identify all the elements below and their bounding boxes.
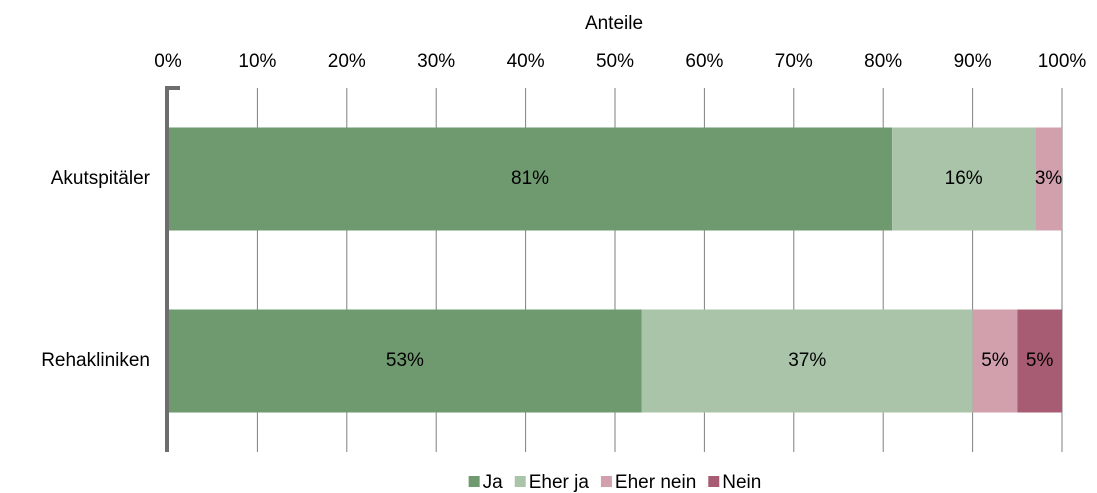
x-tick-label: 50% — [596, 51, 634, 72]
bar-segment — [972, 309, 1018, 413]
x-tick-label: 30% — [417, 51, 455, 72]
data-label: 81% — [511, 168, 549, 189]
x-tick-label: 90% — [954, 51, 992, 72]
data-label: 37% — [788, 350, 826, 371]
data-label: 5% — [981, 350, 1009, 371]
legend-swatch — [600, 476, 612, 487]
legend-swatch — [468, 476, 480, 487]
legend-swatch — [514, 476, 526, 487]
bar-segment — [168, 127, 893, 231]
axis-title: Anteile — [585, 13, 643, 34]
x-tick-label: 70% — [775, 51, 813, 72]
x-tick-label: 20% — [328, 51, 366, 72]
legend-label: Eher ja — [529, 472, 590, 493]
bar-segment — [1035, 127, 1062, 231]
data-label: 53% — [386, 350, 424, 371]
legend: Ja Eher ja Eher nein Nein — [468, 472, 761, 493]
bar-segment — [641, 309, 973, 413]
y-tick-label: Rehakliniken — [41, 350, 150, 371]
x-tick-label: 60% — [685, 51, 723, 72]
bar-segment — [1017, 309, 1062, 413]
x-tick-label: 100% — [1038, 51, 1087, 72]
bar-segment — [168, 309, 642, 413]
legend-label: Ja — [483, 472, 504, 493]
x-tick-label: 80% — [864, 51, 902, 72]
legend-swatch — [708, 476, 720, 487]
bar-segment — [892, 127, 1036, 231]
data-label: 5% — [1026, 350, 1054, 371]
x-tick-label: 10% — [238, 51, 276, 72]
x-tick-label: 40% — [507, 51, 545, 72]
legend-label: Nein — [722, 472, 761, 493]
legend-label: Eher nein — [615, 472, 696, 493]
y-tick-label: Akutspitäler — [51, 168, 151, 189]
data-label: 3% — [1035, 168, 1063, 189]
x-tick-label: 0% — [154, 51, 182, 72]
data-label: 16% — [945, 168, 983, 189]
